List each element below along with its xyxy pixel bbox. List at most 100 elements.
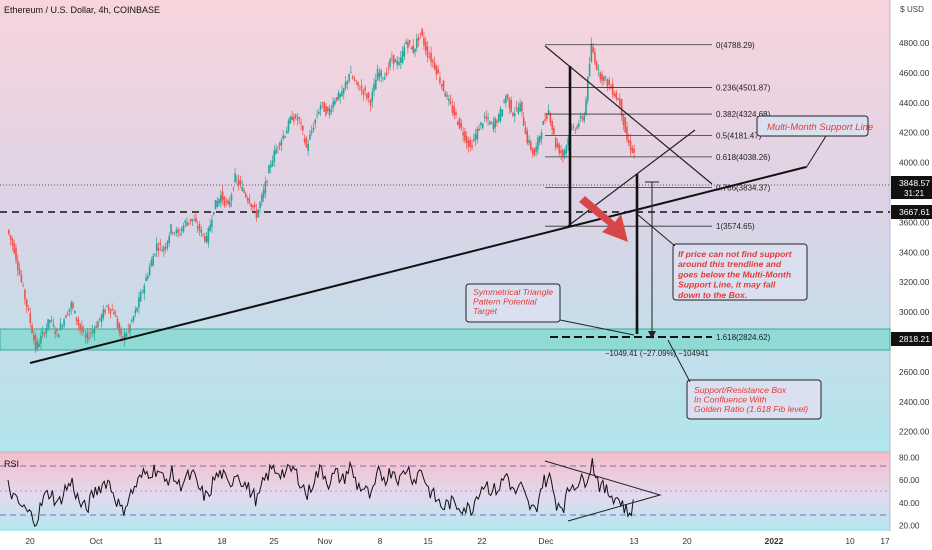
candle-body [570,129,573,130]
candle-body [318,111,320,114]
time-tick-label: 25 [269,536,279,546]
fib-retracement[interactable]: 0(4788.29) 0.236(4501.87) 0.382(4324.68) 0.… [545,41,771,342]
candle-body [497,114,500,122]
candle-body [11,238,14,246]
candle-body [250,203,252,207]
candle-body [522,117,525,126]
candle-body [125,333,128,337]
candle-body [465,135,468,143]
candle-body [29,312,32,324]
candle-body [143,285,146,294]
currency-unit: USD [907,5,924,14]
multi-month-support-line[interactable] [29,166,807,364]
candle-body [339,94,342,98]
candle-body [252,205,254,208]
candle-body [116,318,119,328]
candle-body [244,193,247,197]
breakdown-note-box[interactable] [672,243,808,301]
candle-body [43,334,46,336]
candle-body [631,147,634,154]
candle-body [86,332,89,339]
candle-body [31,325,33,334]
candle-body [585,99,587,115]
candle-body [348,74,350,81]
candle-body [221,191,224,201]
time-tick-label: 10 [845,536,855,546]
price-tick-label: 4600.00 [899,68,930,78]
price-tick-label: 4000.00 [899,158,930,168]
price-tick-label: 3000.00 [899,307,930,317]
candle-body [38,343,40,347]
time-tick-label: 11 [154,536,163,546]
support-line-note: Multi-Month Support Line [767,122,873,133]
price-tick-label: 2600.00 [899,367,930,377]
support-resistance-box[interactable] [0,328,891,351]
current-price-value: 3848.57 [899,178,930,188]
candle-body [40,335,42,344]
support-line-note-pointer [805,135,827,169]
support-line-note-box[interactable] [756,115,869,137]
candle-body [603,76,605,81]
candle-body [52,324,55,327]
candle-body [481,123,484,128]
candle-body [394,59,397,63]
candle-body [285,130,288,134]
triangle-upper-line[interactable] [544,45,713,185]
time-tick-label: 20 [25,536,35,546]
rsi-tick-label: 20.00 [899,521,920,530]
candle-body [127,328,130,330]
candle-body [626,126,628,141]
candle-body [455,112,457,116]
candle-body [141,291,144,292]
candle-body [54,331,57,334]
rsi-triangle[interactable] [544,460,662,522]
candle-body [155,243,158,252]
candle-body [619,98,621,106]
candle-body [341,91,343,97]
candle-body [198,223,201,231]
triangle-target-note-box[interactable] [465,283,561,323]
candle-body [282,135,285,139]
candle-body [483,116,486,118]
fib-level-label: 0.786(3834.37) [716,183,771,192]
time-axis-background [0,531,890,550]
candle-body [157,247,160,251]
candle-body [72,302,74,309]
candle-body [177,229,179,233]
candle-body [212,211,215,215]
rsi-title[interactable]: RSI [4,459,19,469]
time-tick-label: 17 [880,536,890,546]
candle-body [61,326,64,328]
candle-body [180,228,183,231]
candle-body [462,132,464,136]
symbol-title[interactable]: Ethereum / U.S. Dollar, 4h, COINBASE [4,5,160,15]
candle-body [223,196,226,206]
candle-body [314,119,317,124]
candle-body [41,331,44,335]
fib-level-label: 0(4788.29) [716,41,755,50]
box-note-box[interactable] [686,379,822,420]
price-tick-label: 4400.00 [899,98,930,108]
candle-body [417,37,420,41]
candle-body [367,92,370,98]
fib-level-label: 0.5(4181.47) [716,131,762,140]
candle-body [118,323,121,333]
price-candles [8,27,635,353]
candle-body [467,140,470,148]
price-axis[interactable]: 4800.00 4600.00 4400.00 4200.00 4000.00 3600.… [899,38,930,437]
rsi-axis[interactable]: 80.00 60.00 40.00 20.00 [899,454,920,531]
candle-body [269,164,272,168]
candle-body [358,89,361,91]
candle-body [392,54,395,65]
candle-body [218,198,220,204]
candle-body [77,319,80,326]
candle-body [583,115,586,121]
candle-body [248,198,251,204]
time-axis[interactable]: 20 Oct 11 18 25 Nov 8 15 22 Dec 13 20 2022 10 17 [25,536,890,546]
price-tick-label: 2400.00 [899,397,930,407]
box-note-pointer [667,339,691,383]
candle-body [275,148,277,154]
currency-label[interactable]: $ [900,4,905,14]
candle-body [109,309,112,314]
